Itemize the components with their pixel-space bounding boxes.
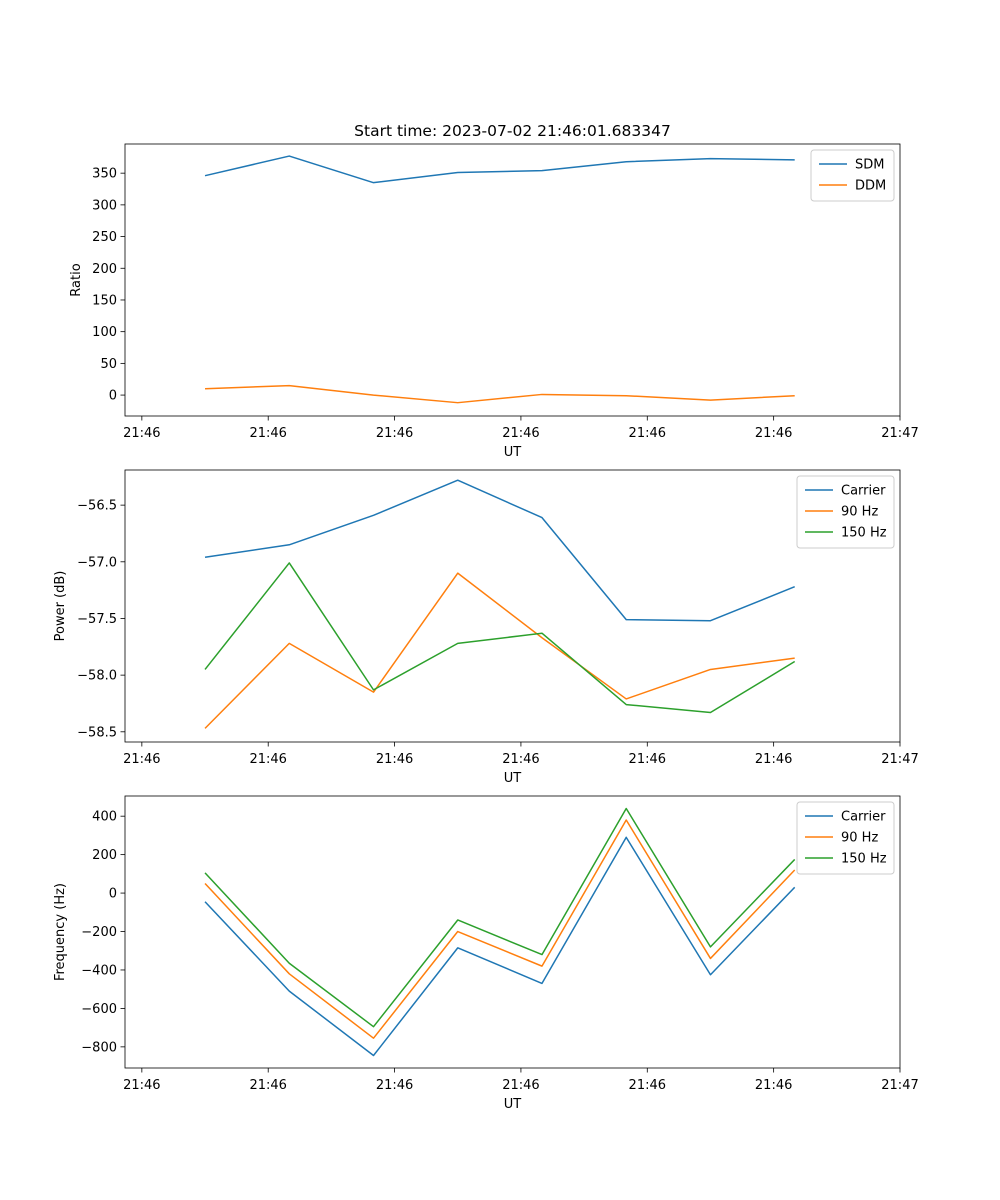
- series-line-carrier: [204, 836, 796, 1057]
- y-tick-label: 250: [92, 230, 117, 245]
- x-tick-label: 21:46: [376, 752, 413, 767]
- y-tick-label: 350: [92, 167, 117, 182]
- y-tick-label: −800: [81, 1040, 117, 1055]
- x-axis-label: UT: [504, 1097, 522, 1112]
- x-tick-label: 21:46: [502, 752, 539, 767]
- y-tick-label: 300: [92, 198, 117, 213]
- y-tick-label: 100: [92, 325, 117, 340]
- y-tick-label: −400: [81, 963, 117, 978]
- legend-label: Carrier: [841, 810, 886, 825]
- legend-label: 150 Hz: [841, 852, 887, 867]
- y-tick-label: 150: [92, 293, 117, 308]
- x-tick-label: 21:46: [755, 752, 792, 767]
- legend-label: SDM: [855, 158, 884, 173]
- series-line-sdm: [204, 155, 795, 184]
- axes-frame: [124, 143, 901, 417]
- y-axis-label: Power (dB): [53, 571, 68, 642]
- legend-label: Carrier: [841, 484, 886, 499]
- y-tick-label: 50: [100, 357, 117, 372]
- y-tick-label: 0: [109, 389, 117, 404]
- series-line-90-hz: [204, 572, 795, 729]
- y-tick-label: −600: [81, 1002, 117, 1017]
- series-line-150-hz: [204, 807, 796, 1028]
- y-tick-label: 200: [92, 848, 117, 863]
- legend-box: [796, 801, 895, 875]
- chart-3: 21:46 21:46 21:46 21:46 21:46 21:46 21:47 −800 −…: [53, 795, 919, 1112]
- x-tick-label: 21:46: [249, 1078, 286, 1093]
- legend-label: 90 Hz: [841, 505, 878, 520]
- legend: Carrier 90 Hz 150 Hz: [796, 475, 895, 549]
- x-tick-label: 21:46: [123, 752, 160, 767]
- y-tick-label: −56.5: [77, 499, 117, 514]
- legend-box: [796, 475, 895, 549]
- x-tick-label: 21:46: [629, 752, 666, 767]
- legend-label: 150 Hz: [841, 526, 887, 541]
- x-tick-label: 21:46: [123, 426, 160, 441]
- x-tick-label: 21:46: [502, 1078, 539, 1093]
- y-tick-label: 0: [109, 887, 117, 902]
- series-line-150-hz: [204, 562, 796, 714]
- x-tick-label: 21:46: [629, 426, 666, 441]
- y-axis-label: Ratio: [69, 263, 84, 296]
- legend-label: 90 Hz: [841, 831, 878, 846]
- y-tick-label: −57.5: [77, 612, 117, 627]
- x-axis-label: UT: [504, 445, 522, 460]
- axes-frame: [124, 795, 901, 1069]
- x-tick-label: 21:46: [755, 426, 792, 441]
- y-axis-label: Frequency (Hz): [53, 883, 68, 981]
- y-tick-label: −58.0: [77, 669, 117, 684]
- x-tick-label: 21:46: [249, 426, 286, 441]
- x-tick-label: 21:46: [755, 1078, 792, 1093]
- legend: Carrier 90 Hz 150 Hz: [796, 801, 895, 875]
- x-tick-label: 21:47: [881, 752, 918, 767]
- series-line-90-hz: [204, 819, 796, 1039]
- chart-2: 21:46 21:46 21:46 21:46 21:46 21:46 21:47 −58.5…: [53, 469, 919, 786]
- x-tick-label: 21:46: [123, 1078, 160, 1093]
- x-tick-label: 21:47: [881, 426, 918, 441]
- y-tick-label: 200: [92, 262, 117, 277]
- series-line-carrier: [204, 479, 795, 622]
- x-tick-label: 21:46: [629, 1078, 666, 1093]
- x-axis-label: UT: [504, 771, 522, 786]
- x-tick-label: 21:47: [881, 1078, 918, 1093]
- chart-title: Start time: 2023-07-02 21:46:01.683347: [354, 122, 671, 140]
- y-tick-label: −58.5: [77, 725, 117, 740]
- x-tick-label: 21:46: [376, 426, 413, 441]
- axes-frame: [124, 469, 901, 743]
- chart-1: 21:46 21:46 21:46 21:46 21:46 21:46 21:47 0 50 10…: [69, 122, 919, 460]
- x-tick-label: 21:46: [249, 752, 286, 767]
- legend-box: [810, 149, 895, 202]
- x-tick-label: 21:46: [376, 1078, 413, 1093]
- series-line-ddm: [205, 384, 795, 404]
- y-tick-label: −57.0: [77, 555, 117, 570]
- legend-label: DDM: [855, 179, 886, 194]
- x-tick-label: 21:46: [502, 426, 539, 441]
- y-tick-label: −200: [81, 925, 117, 940]
- legend: SDM DDM: [810, 149, 895, 202]
- y-tick-label: 400: [92, 810, 117, 825]
